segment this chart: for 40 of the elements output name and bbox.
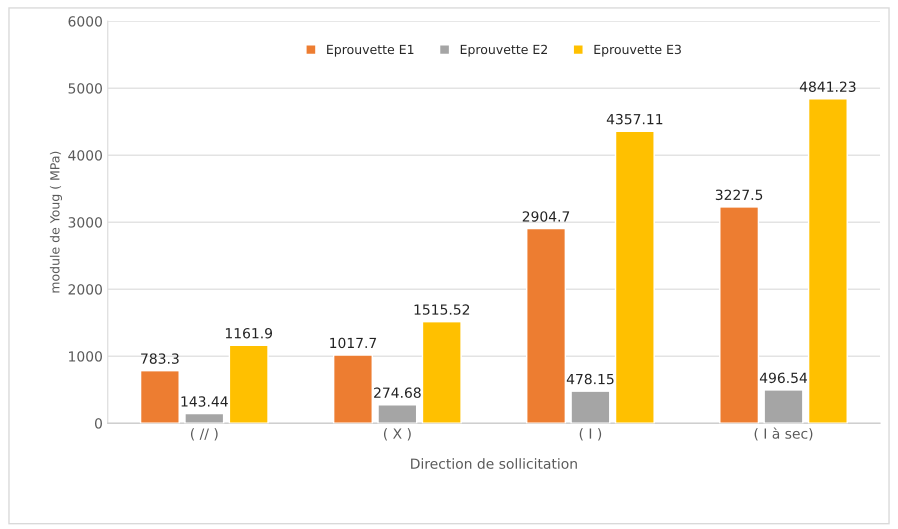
bar (808, 98, 848, 424)
bar (719, 206, 760, 424)
data-label: 783.3 (141, 353, 179, 364)
bar (526, 228, 566, 424)
bar (377, 404, 418, 424)
x-tick-label: ( I à sec) (754, 428, 812, 440)
data-label: 1017.7 (330, 338, 376, 348)
data-label: 274.68 (374, 387, 421, 398)
x-tick-label: ( I ) (580, 428, 602, 440)
y-tick-label: 6000 (68, 16, 102, 27)
data-label: 4841.23 (800, 81, 856, 92)
data-label: 1515.52 (414, 304, 470, 315)
bar (332, 354, 373, 424)
x-axis-title: Direction de sollicitation (411, 458, 577, 469)
y-tick-label: 4000 (68, 150, 102, 161)
legend-label: Eprouvette E3 (594, 44, 681, 57)
y-tick-label: 1000 (69, 351, 102, 362)
data-label: 496.54 (760, 372, 808, 384)
bar (184, 412, 224, 424)
data-label: 143.44 (182, 396, 228, 407)
y-tick-label: 5000 (68, 83, 102, 94)
bar (422, 320, 462, 424)
data-label: 4357.11 (606, 114, 662, 124)
data-label: 478.15 (566, 374, 614, 384)
data-label: 2904.7 (522, 211, 570, 222)
y-tick-label: 0 (94, 418, 102, 429)
bar (764, 389, 804, 424)
data-label: 3227.5 (716, 190, 762, 200)
x-tick-label: ( X ) (384, 428, 411, 440)
legend-label: Eprouvette E1 (327, 44, 414, 57)
y-tick-label: 2000 (68, 284, 102, 295)
y-axis-title: module de Youg ( MPa) (50, 152, 62, 293)
legend-label: Eprouvette E2 (460, 44, 547, 57)
data-label: 1161.9 (226, 328, 272, 338)
x-tick-label: ( // ) (190, 428, 218, 440)
bar (228, 344, 269, 424)
bar (614, 130, 655, 424)
bar (570, 390, 610, 424)
bar (140, 370, 180, 424)
y-tick-label: 3000 (68, 217, 102, 228)
